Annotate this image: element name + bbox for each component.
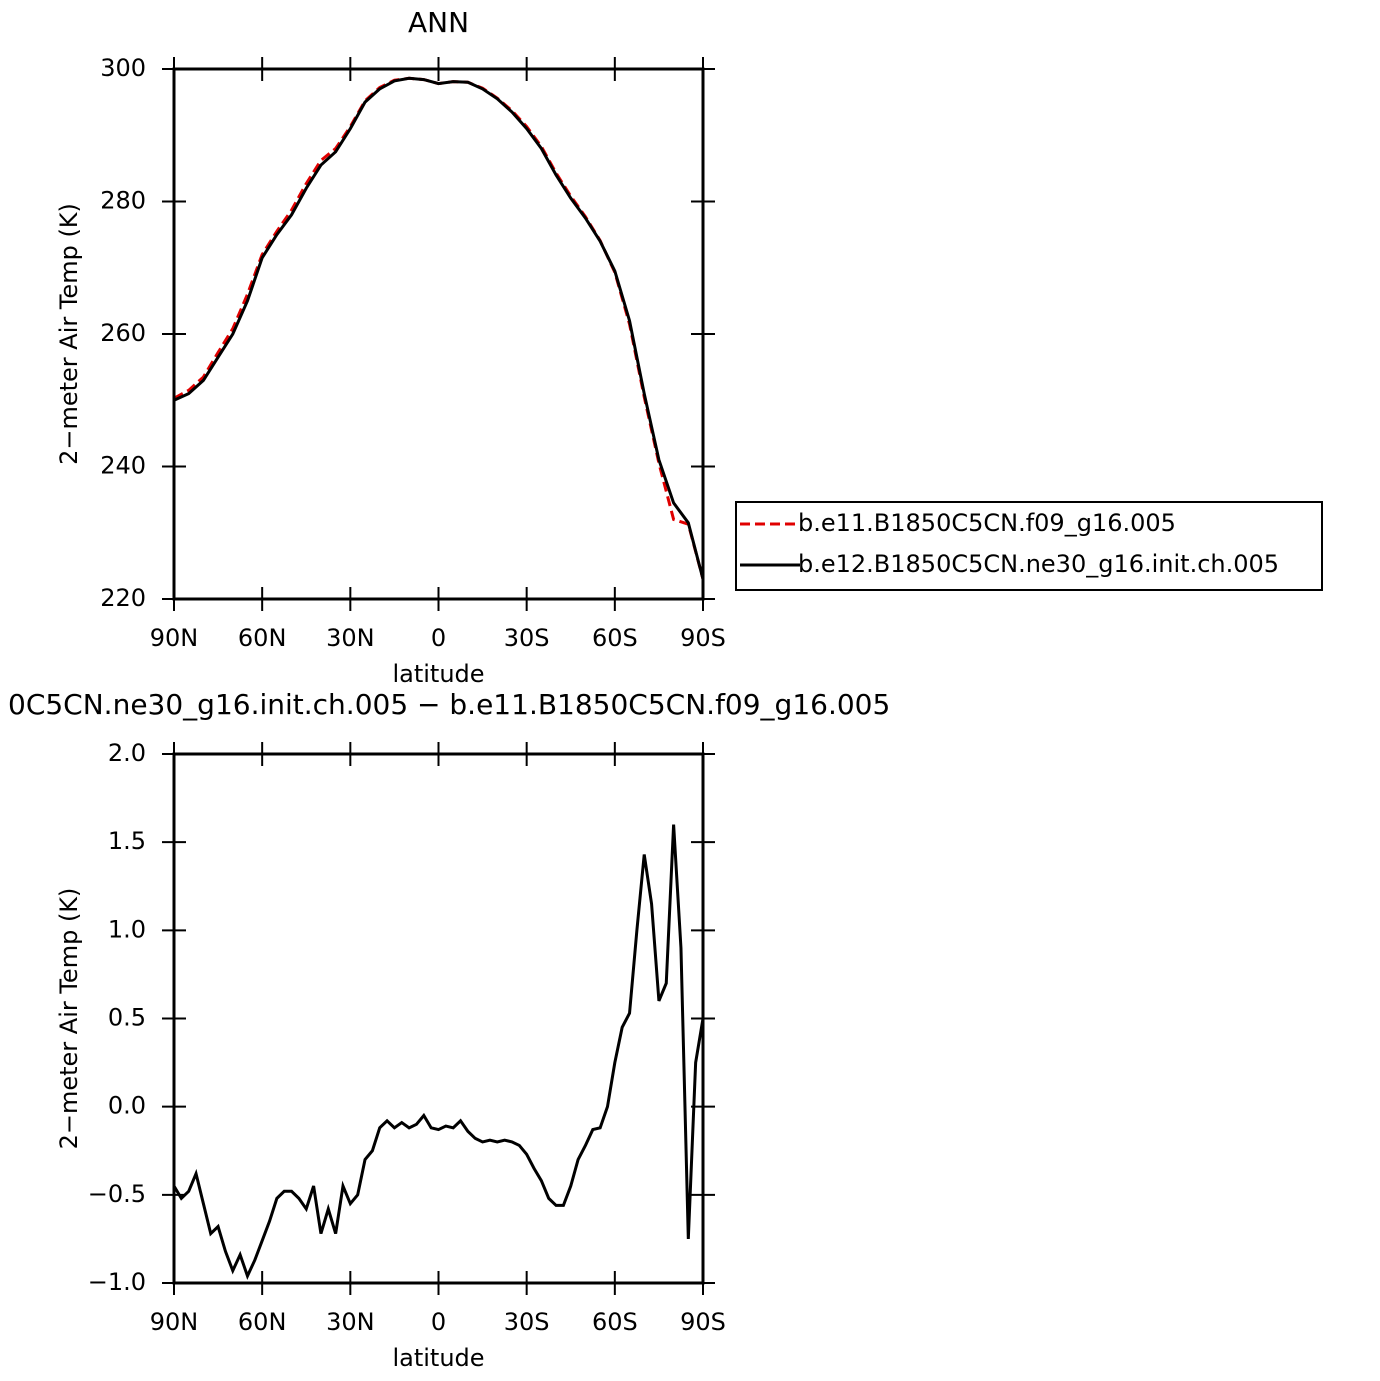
y-tick-label: 1.0	[108, 915, 146, 943]
y-tick-label: 220	[100, 584, 146, 612]
data-line	[172, 824, 705, 1280]
y-tick-label: −1.0	[88, 1268, 146, 1296]
data-line	[173, 76, 705, 580]
y-tick-label: 260	[100, 319, 146, 347]
y-axis-label: 2−meter Air Temp (K)	[55, 888, 83, 1150]
x-tick-label: 90N	[150, 624, 199, 652]
y-tick-label: 300	[100, 54, 146, 82]
plot-frame	[172, 67, 705, 601]
data-line	[173, 76, 705, 580]
x-tick-label: 90S	[680, 624, 726, 652]
y-tick-label: 1.5	[108, 827, 146, 855]
x-axis-label: latitude	[392, 660, 484, 688]
y-tick-label: 2.0	[108, 739, 146, 767]
x-tick-label: 0	[431, 624, 446, 652]
y-tick-label: 280	[100, 187, 146, 215]
x-tick-label: 60N	[238, 624, 287, 652]
y-tick-label: −0.5	[88, 1180, 146, 1208]
plot-frame	[172, 752, 705, 1285]
x-tick-label: 30S	[504, 624, 550, 652]
y-tick-label: 0.5	[108, 1004, 146, 1032]
y-tick-label: 240	[100, 452, 146, 480]
legend-label: b.e12.B1850C5CN.ne30_g16.init.ch.005	[798, 550, 1279, 578]
x-axis-label: latitude	[392, 1344, 484, 1372]
x-tick-label: 60S	[592, 1308, 638, 1336]
x-tick-label: 90S	[680, 1308, 726, 1336]
x-tick-label: 90N	[150, 1308, 199, 1336]
chart-title: ANN	[408, 6, 469, 39]
x-tick-label: 60S	[592, 624, 638, 652]
legend-label: b.e11.B1850C5CN.f09_g16.005	[798, 509, 1176, 537]
y-axis-label: 2−meter Air Temp (K)	[55, 203, 83, 465]
x-tick-label: 30N	[326, 1308, 375, 1336]
chart-title: 0C5CN.ne30_g16.init.ch.005 − b.e11.B1850…	[8, 688, 890, 721]
x-tick-label: 0	[431, 1308, 446, 1336]
legend-box	[735, 501, 1323, 591]
x-tick-label: 60N	[238, 1308, 287, 1336]
x-tick-label: 30N	[326, 624, 375, 652]
x-tick-label: 30S	[504, 1308, 550, 1336]
y-tick-label: 0.0	[108, 1092, 146, 1120]
